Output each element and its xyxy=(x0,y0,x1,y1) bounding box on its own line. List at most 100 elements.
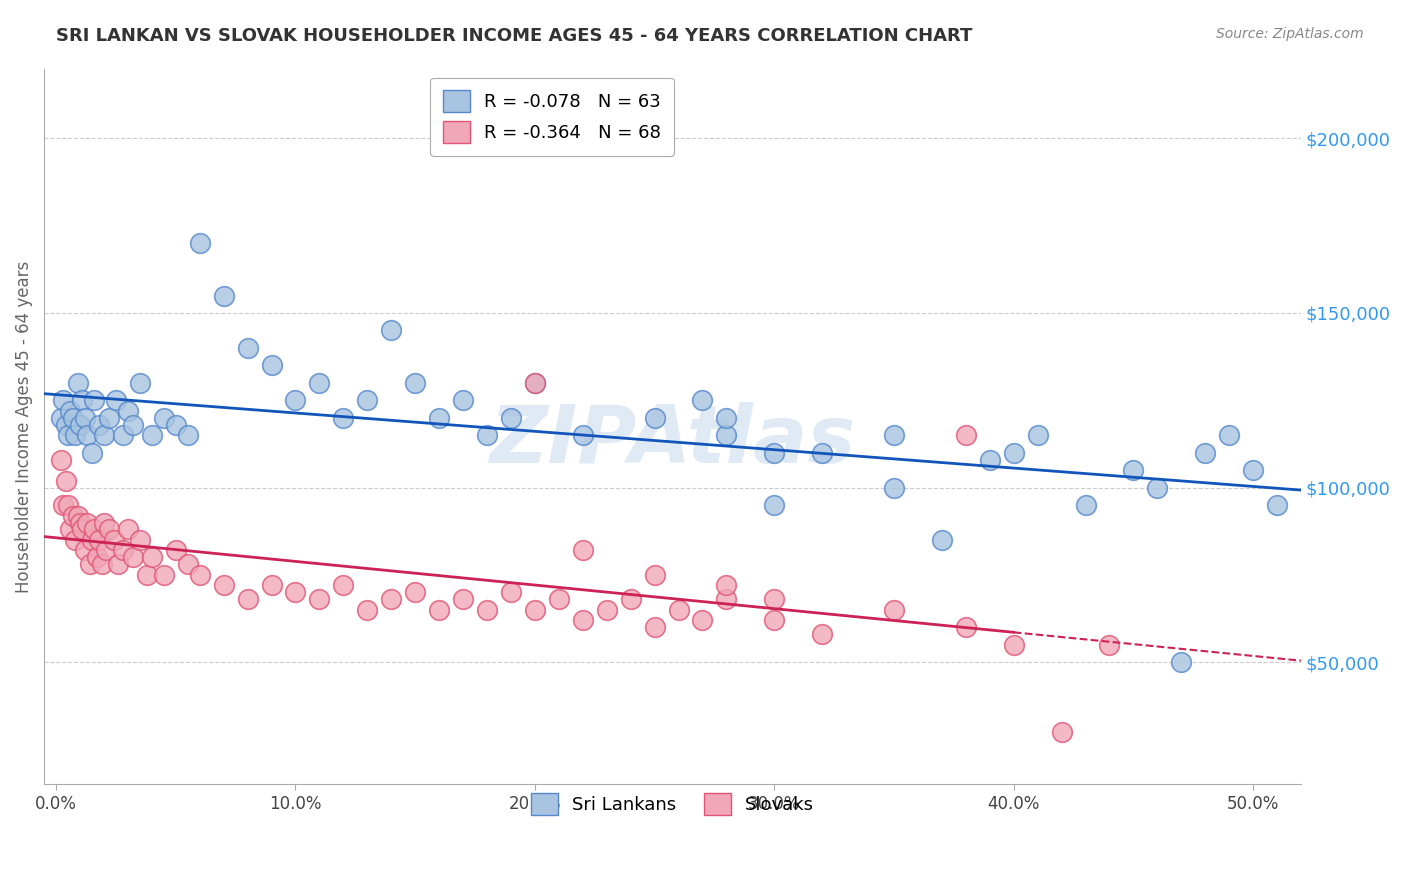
Point xyxy=(49,410,72,425)
Point xyxy=(692,393,714,408)
Point xyxy=(571,543,593,558)
Text: Source: ZipAtlas.com: Source: ZipAtlas.com xyxy=(1216,27,1364,41)
Point xyxy=(979,452,1001,467)
Point xyxy=(1265,498,1288,512)
Point xyxy=(883,428,905,442)
Point xyxy=(177,428,200,442)
Point xyxy=(547,592,569,607)
Point xyxy=(83,393,105,408)
Point xyxy=(332,578,354,592)
Point xyxy=(188,568,211,582)
Point xyxy=(883,481,905,495)
Point xyxy=(523,376,546,390)
Point xyxy=(427,410,450,425)
Point xyxy=(1098,638,1121,652)
Point xyxy=(1002,445,1025,459)
Point xyxy=(117,403,139,417)
Point xyxy=(692,613,714,627)
Point xyxy=(260,359,283,373)
Point xyxy=(165,543,187,558)
Point xyxy=(59,403,82,417)
Point xyxy=(72,393,94,408)
Point xyxy=(73,410,96,425)
Point xyxy=(1026,428,1049,442)
Point xyxy=(62,508,84,523)
Point xyxy=(86,550,108,565)
Point xyxy=(80,445,103,459)
Point xyxy=(883,603,905,617)
Point xyxy=(56,498,79,512)
Point xyxy=(66,508,89,523)
Point xyxy=(260,578,283,592)
Point xyxy=(523,376,546,390)
Point xyxy=(93,516,115,530)
Point xyxy=(499,585,522,599)
Point xyxy=(571,428,593,442)
Point xyxy=(62,410,84,425)
Point xyxy=(763,445,786,459)
Point xyxy=(65,533,87,547)
Point xyxy=(103,533,125,547)
Point xyxy=(955,428,977,442)
Point xyxy=(121,417,143,432)
Point xyxy=(620,592,643,607)
Point xyxy=(1122,463,1144,477)
Point xyxy=(117,523,139,537)
Point xyxy=(128,533,150,547)
Point xyxy=(1218,428,1240,442)
Point xyxy=(55,474,77,488)
Point xyxy=(121,550,143,565)
Point xyxy=(76,428,98,442)
Point xyxy=(356,603,378,617)
Point xyxy=(763,613,786,627)
Point xyxy=(763,498,786,512)
Point xyxy=(644,620,666,634)
Point xyxy=(236,341,259,355)
Point xyxy=(356,393,378,408)
Point xyxy=(404,376,426,390)
Point xyxy=(73,543,96,558)
Point xyxy=(1074,498,1097,512)
Point xyxy=(72,523,94,537)
Point xyxy=(1002,638,1025,652)
Legend: Sri Lankans, Slovaks: Sri Lankans, Slovaks xyxy=(520,781,825,825)
Point xyxy=(284,393,307,408)
Point xyxy=(475,428,498,442)
Point xyxy=(188,236,211,251)
Point xyxy=(89,417,111,432)
Point xyxy=(955,620,977,634)
Point xyxy=(83,523,105,537)
Point xyxy=(931,533,953,547)
Point xyxy=(1194,445,1216,459)
Point xyxy=(332,410,354,425)
Point xyxy=(69,417,91,432)
Point xyxy=(136,568,159,582)
Point xyxy=(716,592,738,607)
Point xyxy=(763,592,786,607)
Point xyxy=(55,417,77,432)
Point xyxy=(52,498,75,512)
Point xyxy=(104,393,127,408)
Point xyxy=(284,585,307,599)
Point xyxy=(404,585,426,599)
Point xyxy=(177,558,200,572)
Point xyxy=(107,558,129,572)
Point xyxy=(596,603,619,617)
Text: SRI LANKAN VS SLOVAK HOUSEHOLDER INCOME AGES 45 - 64 YEARS CORRELATION CHART: SRI LANKAN VS SLOVAK HOUSEHOLDER INCOME … xyxy=(56,27,973,45)
Point xyxy=(1146,481,1168,495)
Point xyxy=(153,568,176,582)
Point xyxy=(308,592,330,607)
Point xyxy=(89,533,111,547)
Point xyxy=(668,603,690,617)
Point xyxy=(97,523,120,537)
Point xyxy=(128,376,150,390)
Point xyxy=(52,393,75,408)
Point xyxy=(380,592,402,607)
Point xyxy=(49,452,72,467)
Point xyxy=(141,428,163,442)
Point xyxy=(451,592,474,607)
Point xyxy=(90,558,112,572)
Point xyxy=(112,428,135,442)
Point xyxy=(499,410,522,425)
Point xyxy=(212,288,235,302)
